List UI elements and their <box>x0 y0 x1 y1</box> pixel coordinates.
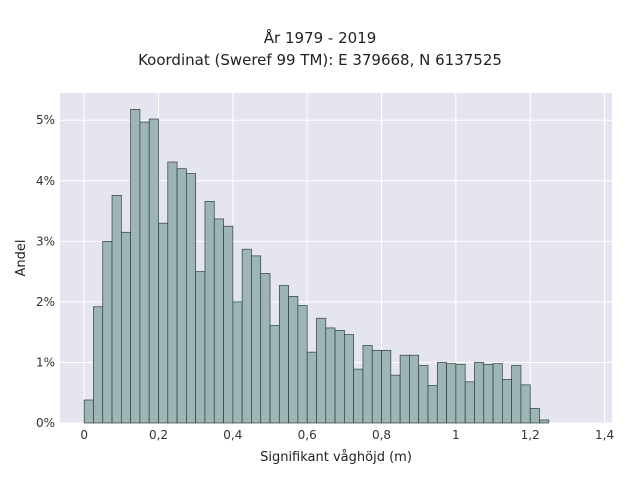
histogram-bar <box>306 351 317 424</box>
histogram-bar <box>148 118 159 424</box>
y-tick-label: 0% <box>36 416 55 430</box>
x-tick-label: 0,2 <box>149 428 168 442</box>
histogram-bar <box>204 201 215 424</box>
x-tick-label: 1,4 <box>595 428 614 442</box>
x-tick-label: 0,8 <box>372 428 391 442</box>
histogram-bar <box>93 306 104 424</box>
histogram-bar <box>344 334 355 424</box>
histogram-bar <box>278 285 289 424</box>
histogram-bar <box>297 305 308 424</box>
histogram-bar <box>409 354 420 424</box>
histogram-bar <box>269 325 280 424</box>
histogram-bar <box>288 296 299 424</box>
histogram-bar <box>83 399 94 424</box>
histogram-bar <box>455 363 466 424</box>
histogram-bar <box>520 384 531 424</box>
histogram-bar <box>251 255 262 424</box>
histogram-bar <box>427 385 438 424</box>
axis-ticks: 0 0,2 0,4 0,6 0,8 1 1,2 1,4 0% 1% 2% 3% 4% 5% <box>36 113 614 442</box>
x-tick-label: 1,2 <box>521 428 540 442</box>
histogram-bar <box>436 362 447 424</box>
y-tick-label: 3% <box>36 234 55 248</box>
histogram-bar <box>539 419 550 424</box>
histogram-bar <box>511 365 522 424</box>
histogram-bar <box>130 108 141 424</box>
chart-title: År 1979 - 2019 <box>263 29 377 47</box>
chart-subtitle: Koordinat (Sweref 99 TM): E 379668, N 61… <box>138 51 502 69</box>
y-tick-label: 1% <box>36 355 55 369</box>
histogram-bar <box>334 330 345 424</box>
histogram-bar <box>213 218 224 424</box>
y-tick-label: 5% <box>36 113 55 127</box>
x-tick-label: 0,4 <box>223 428 242 442</box>
y-axis-label: Andel <box>14 240 29 277</box>
histogram-bar <box>399 354 410 424</box>
histogram-bar <box>464 381 475 424</box>
histogram-bar <box>325 327 336 424</box>
histogram-bar <box>483 363 494 424</box>
histogram-bar <box>167 161 178 424</box>
histogram-bars <box>83 108 550 424</box>
y-tick-label: 2% <box>36 295 55 309</box>
histogram-bar <box>446 363 457 424</box>
histogram-bar <box>186 173 197 424</box>
histogram-bar <box>390 374 401 424</box>
histogram-bar <box>120 231 131 424</box>
histogram-bar <box>195 271 206 424</box>
histogram-bar <box>111 194 122 424</box>
x-tick-label: 1 <box>452 428 460 442</box>
histogram-bar <box>474 362 485 424</box>
y-tick-label: 4% <box>36 174 55 188</box>
histogram-bar <box>316 317 327 424</box>
histogram-bar <box>492 363 503 424</box>
histogram-bar <box>139 121 150 424</box>
histogram-bar <box>362 345 373 424</box>
histogram-bar <box>381 349 392 424</box>
histogram-bar <box>102 240 113 424</box>
histogram-bar <box>241 248 252 424</box>
histogram-bar <box>223 225 234 424</box>
x-tick-label: 0 <box>80 428 88 442</box>
histogram-bar <box>353 368 364 424</box>
histogram-bar <box>529 408 540 424</box>
histogram-bar <box>418 365 429 424</box>
histogram-bar <box>371 349 382 424</box>
histogram-bar <box>176 168 187 424</box>
histogram-bar <box>158 222 169 424</box>
x-axis-label: Signifikant våghöjd (m) <box>260 450 412 465</box>
histogram-bar <box>232 301 243 424</box>
histogram-bar <box>260 273 271 424</box>
histogram-bar <box>501 379 512 424</box>
x-tick-label: 0,6 <box>298 428 317 442</box>
